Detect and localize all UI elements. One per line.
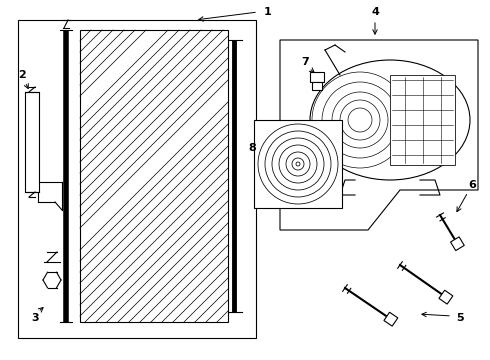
Bar	[310, 72, 324, 82]
Polygon shape	[384, 312, 398, 326]
Bar	[254, 120, 342, 208]
Text: 5: 5	[456, 313, 464, 323]
Bar	[25, 92, 39, 192]
Text: 8: 8	[248, 143, 256, 153]
Text: 4: 4	[371, 7, 379, 17]
Text: 2: 2	[18, 70, 26, 80]
Text: 1: 1	[264, 7, 272, 17]
Polygon shape	[450, 237, 465, 251]
Text: 3: 3	[31, 313, 39, 323]
Polygon shape	[439, 290, 453, 304]
Bar	[312, 82, 322, 90]
Bar	[80, 30, 228, 322]
Bar	[390, 75, 455, 165]
Bar	[18, 20, 256, 338]
Ellipse shape	[310, 60, 470, 180]
Polygon shape	[280, 40, 478, 230]
Text: 7: 7	[301, 57, 309, 67]
Text: 6: 6	[468, 180, 476, 190]
